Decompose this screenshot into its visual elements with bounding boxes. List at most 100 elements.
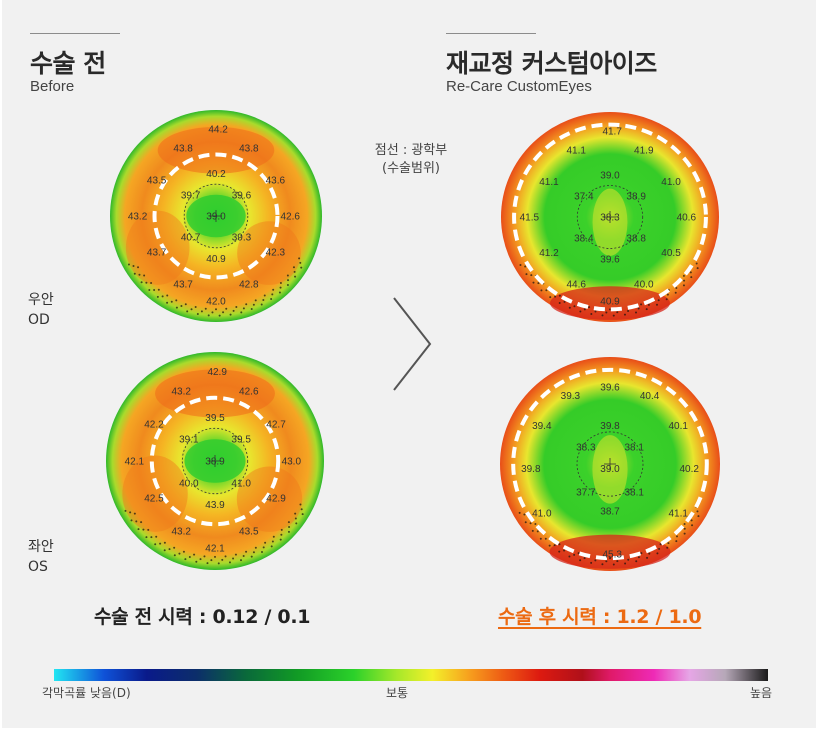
map-value-label: 39.0 [600,171,620,182]
edge-dot [287,279,290,282]
before-os-topography-map: 42.9 43.2 42.6 42.2 39.5 42.7 39.1 39.5 42.1 38.9… [106,352,324,570]
edge-dot [133,512,136,515]
edge-dot [601,314,604,317]
map-value-label: 39.4 [532,421,552,432]
edge-dot [525,273,528,276]
edge-dot [646,556,649,559]
edge-dot [554,295,557,298]
before-title-rule [30,33,120,34]
edge-dot [524,521,527,524]
os-label-english: OS [28,559,48,575]
edge-dot [193,553,196,556]
map-value-label: 41.9 [634,145,654,156]
map-value-label: 43.8 [173,144,193,155]
before-od-topography-map: 44.2 43.8 43.8 43.5 40.2 43.6 39.7 39.6 43.2 39.0… [110,110,322,322]
edge-dot [558,301,561,304]
map-value-label: 39.5 [231,435,251,446]
edge-dot [691,524,694,527]
edge-dot [568,555,571,558]
map-value-label: 42.0 [206,296,226,307]
edge-dot [135,520,138,523]
edge-dot [627,309,630,312]
edge-dot [173,554,176,557]
map-value-label: 43.5 [147,175,167,186]
map-value-label: 40.7 [181,233,201,244]
edge-dot [157,288,160,291]
edge-dot [531,529,534,532]
map-value-label: 43.9 [205,500,225,511]
map-value-label: 40.2 [206,169,226,180]
edge-dot [623,313,626,316]
map-value-label: 41.1 [539,177,559,188]
edge-dot [215,308,217,311]
edge-dot [184,558,187,561]
edge-dot [207,314,210,317]
edge-dot [260,303,263,306]
edge-dot [199,558,202,561]
edge-dot [675,287,678,290]
edge-dot [161,295,164,298]
note-line-1: 점선 : 광학부 [374,143,448,158]
map-value-label: 42.9 [207,367,227,378]
edge-dot [682,274,685,277]
after-title: 재교정 커스텀아이즈 [446,49,657,78]
hot-zone [125,210,190,285]
edge-dot [683,527,686,530]
map-value-label: 42.1 [125,457,145,468]
edge-dot [568,306,571,309]
edge-dot [558,550,561,553]
edge-dot [609,557,611,560]
edge-dot [295,522,298,525]
edge-dot [262,299,265,302]
map-value-label: 38.9 [205,457,225,468]
edge-dot [563,549,566,552]
edge-dot [156,295,159,298]
chevron-right-icon [393,297,432,391]
edge-dot [129,511,132,514]
edge-dot [163,541,166,544]
edge-dot [218,314,221,317]
optical-zone-dashed-ring [512,122,708,312]
edge-dot [234,553,237,556]
map-value-label: 44.6 [566,280,586,291]
map-value-label: 38.7 [600,507,620,518]
edge-dot [299,503,302,506]
edge-dot [683,523,686,526]
map-value-label: 39.5 [205,413,225,424]
edge-dot [548,544,551,547]
edge-dot [159,542,162,545]
edge-dot [530,274,533,277]
edge-dot [695,262,698,265]
edge-dot [609,308,611,311]
map-value-label: 40.0 [179,478,199,489]
edge-dot [624,562,627,565]
os-label: 좌안 OS [28,537,54,577]
map-value-label: 39.8 [521,464,541,475]
edge-dot [666,546,669,549]
edge-dot [612,563,615,566]
map-value-label: 39.6 [232,190,252,201]
edge-dot [264,541,267,544]
edge-dot [147,528,150,531]
edge-dot [214,555,216,558]
edge-dot [279,281,282,284]
map-value-label: 41.2 [539,248,559,259]
map-value-label: 38.3 [576,442,596,453]
edge-dot [675,535,678,538]
curvature-color-scale [54,669,768,681]
map-value-label: 42.1 [205,544,225,555]
map-value-label: 43.6 [266,175,286,186]
edge-dot [540,289,543,292]
map-value-label: 42.8 [239,279,259,290]
edge-dot [523,513,526,516]
edge-dot [519,264,522,267]
edge-dot [127,263,130,266]
edge-dot [271,540,274,543]
edge-dot [272,535,275,538]
edge-dot [645,308,648,311]
before-title: 수술 전 [30,49,106,78]
edge-dot [130,519,133,522]
edge-dot [180,305,183,308]
edge-dot [211,311,214,314]
optical-zone-dashed-ring [149,395,281,527]
